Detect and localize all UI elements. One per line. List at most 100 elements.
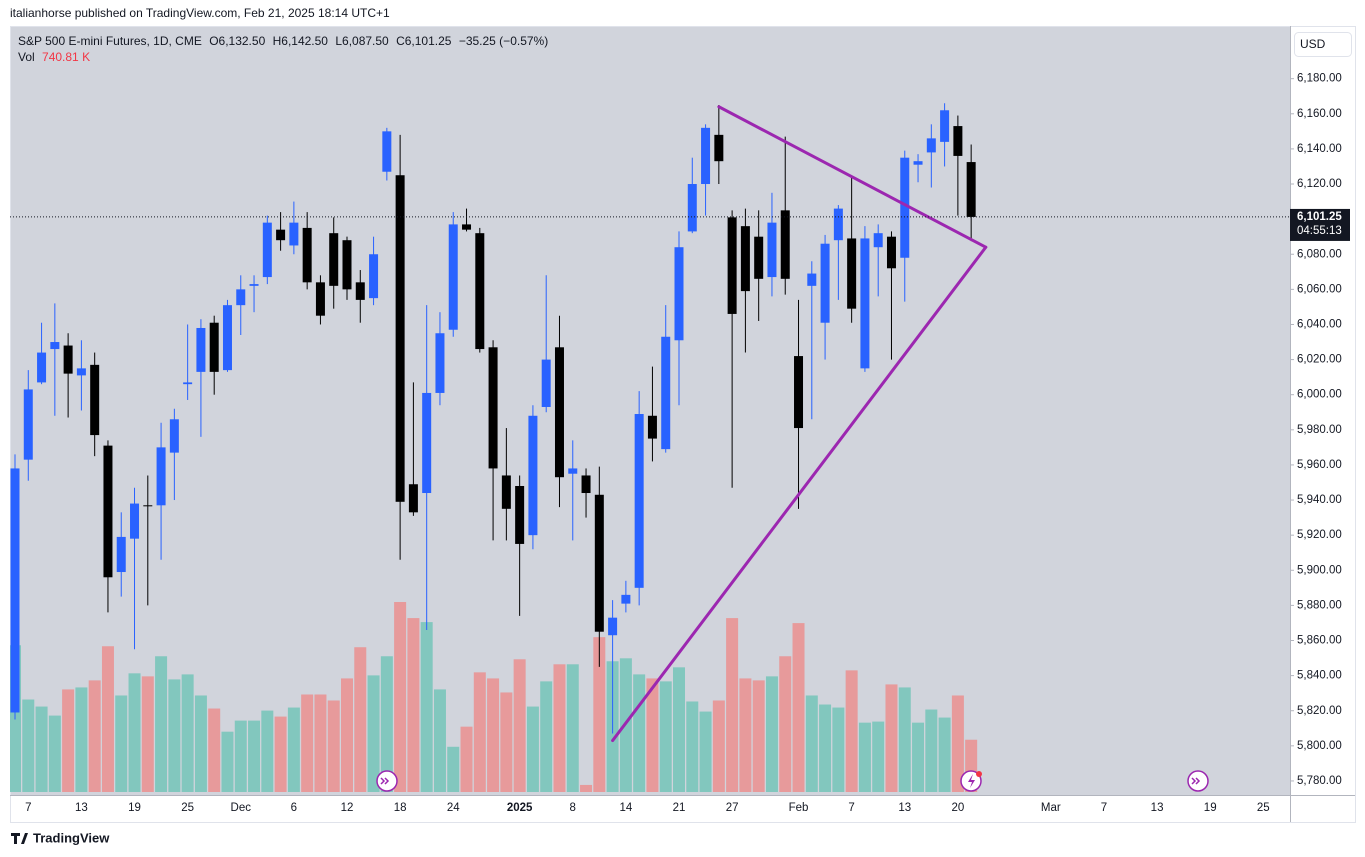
volume-bar (513, 659, 526, 792)
y-tick-label: 5,900.00 (1297, 564, 1342, 576)
candle-body (568, 468, 578, 474)
candle-body (794, 356, 804, 429)
candle-body (435, 333, 445, 393)
y-tick-label: 6,060.00 (1297, 283, 1342, 295)
currency-box[interactable] (1294, 32, 1352, 57)
candle-body (462, 224, 472, 230)
candle-body (913, 161, 923, 165)
candle-body (940, 110, 950, 142)
candle-body (183, 382, 193, 385)
volume-bar (128, 673, 141, 792)
volume-bar (155, 656, 168, 792)
candle-body (634, 414, 644, 588)
volume-bar (115, 695, 128, 792)
volume-bar (673, 667, 685, 792)
candle-body (395, 175, 405, 502)
candle-body (900, 157, 910, 258)
candle-body (276, 229, 286, 241)
x-tick-label: Feb (789, 802, 809, 814)
event-icon[interactable] (960, 770, 982, 792)
volume-bar (261, 710, 274, 792)
candle-body (63, 345, 73, 374)
x-tick-label: Mar (1041, 802, 1061, 814)
ohlc-value: 6,142.50 (281, 34, 328, 48)
candle-body (528, 415, 538, 536)
volume-bar (274, 716, 287, 792)
volume-bar (752, 680, 765, 792)
x-tick-label: 24 (447, 802, 460, 814)
candle-body (953, 126, 963, 156)
volume-bar (447, 746, 460, 792)
currency[interactable]: USD (1300, 37, 1326, 51)
y-tick-label: 5,820.00 (1297, 705, 1342, 717)
candle-body (23, 389, 33, 460)
candle-body (10, 468, 20, 713)
countdown: 04:55:13 (1297, 225, 1342, 237)
volume-bar (460, 726, 473, 792)
candle-body (966, 162, 976, 217)
y-tick-label: 6,120.00 (1297, 178, 1342, 190)
y-tick-label: 6,180.00 (1297, 73, 1342, 85)
candle-body (740, 226, 750, 292)
plot-background (10, 26, 1290, 795)
volume-bar (194, 695, 207, 792)
candle-body (315, 282, 325, 316)
candle-body (116, 536, 126, 573)
volume-bar (48, 715, 61, 792)
candle-body (222, 305, 232, 371)
volume-bar (526, 706, 539, 792)
volume-bar (593, 637, 606, 792)
volume-name: Vol (18, 50, 35, 64)
event-icon[interactable] (376, 770, 398, 792)
volume-bar (885, 684, 898, 792)
ohlc-key: O (209, 34, 218, 48)
volume-bar (580, 784, 593, 792)
candle-body (130, 503, 140, 539)
volume-bar (22, 699, 35, 792)
event-icon[interactable] (1187, 770, 1209, 792)
volume-bar (566, 664, 579, 792)
volume-bar (659, 681, 672, 792)
candle-body (541, 359, 551, 407)
candle-body (515, 485, 525, 544)
candle-body (621, 594, 631, 604)
candle-body (369, 254, 379, 299)
volume-bar (394, 602, 407, 792)
y-tick-label: 6,080.00 (1297, 248, 1342, 260)
candle-body (886, 236, 896, 269)
volume-bar (633, 674, 646, 792)
x-tick-label: 25 (181, 802, 194, 814)
candle-body (236, 289, 246, 306)
volume-bar (540, 681, 553, 792)
y-tick-label: 6,040.00 (1297, 319, 1342, 331)
x-tick-label: 2025 (507, 802, 533, 814)
volume-bar (792, 623, 805, 792)
brand-logo: TradingView (11, 830, 110, 845)
ohlc-value: 6,101.25 (405, 34, 452, 48)
candle-body (355, 282, 365, 300)
candle-body (687, 184, 697, 232)
candle-body (701, 127, 711, 185)
trend-line (717, 105, 988, 249)
volume-bar (553, 664, 566, 792)
candle-body (860, 238, 870, 369)
volume-bar (234, 720, 247, 792)
volume-bar (819, 704, 832, 792)
candle-body (329, 233, 339, 286)
candle-body (37, 352, 47, 383)
ohlc-key: C (396, 34, 405, 48)
x-tick-label: 6 (291, 802, 297, 814)
y-tick-label: 5,800.00 (1297, 740, 1342, 752)
candle-body (554, 347, 564, 478)
candle-body (488, 347, 498, 469)
volume-bar (75, 687, 88, 792)
x-tick-label: 14 (619, 802, 632, 814)
y-tick-label: 5,780.00 (1297, 775, 1342, 787)
volume-bar (487, 678, 500, 792)
candle-body (833, 208, 843, 241)
volume-bar (141, 676, 154, 792)
volume-bar (420, 622, 433, 792)
candle-body (475, 233, 485, 350)
x-tick-label: 19 (1204, 802, 1217, 814)
